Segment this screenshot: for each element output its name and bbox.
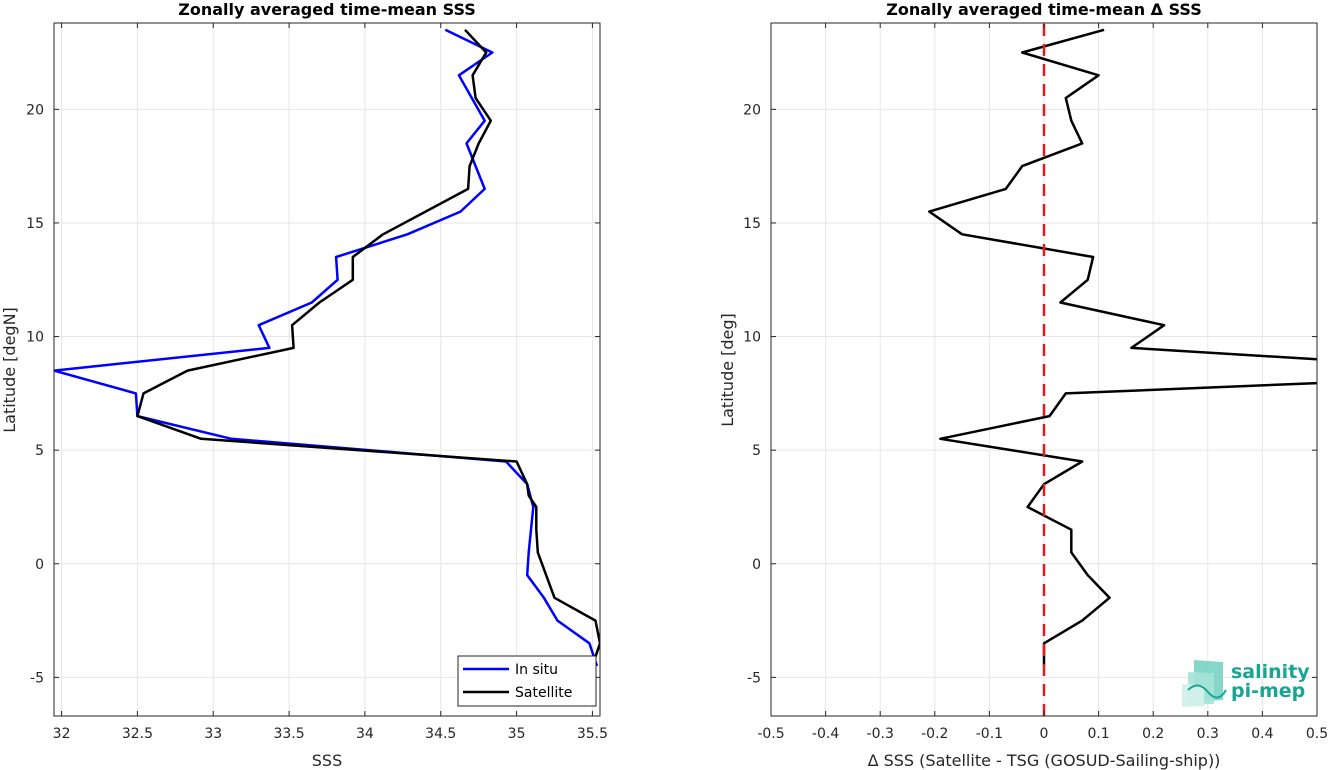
delta-x-tick-label: -0.1 <box>976 726 1003 742</box>
sss-x-tick-label: 32.5 <box>122 726 153 742</box>
sss-panel: 32 32.5 33 33.5 34 34.5 35 35.5 -5 0 5 10 15 20 Zonal… <box>0 0 608 770</box>
sss-x-tick-label: 35.5 <box>577 726 608 742</box>
sss-x-tick-label: 35 <box>508 726 526 742</box>
delta-y-tick-label: 20 <box>743 102 761 118</box>
delta-x-tick-label: 0.5 <box>1306 726 1328 742</box>
legend-label-in-situ: In situ <box>515 662 558 678</box>
legend-box <box>457 655 597 707</box>
delta-x-tick-label: 0.3 <box>1197 726 1219 742</box>
sss-plot-area <box>54 23 600 716</box>
delta-y-tick-label: 10 <box>743 330 761 346</box>
sss-y-tick-label: 0 <box>35 557 44 573</box>
logo-text-salinity: salinity <box>1231 661 1310 683</box>
delta-x-tick-label: 0.2 <box>1142 726 1164 742</box>
sss-x-tick-label: 33.5 <box>273 726 304 742</box>
delta-sss-panel: -0.5 -0.4 -0.3 -0.2 -0.1 0 0.1 0.2 0.3 0.4 0.5 -5 0 5… <box>718 0 1328 770</box>
sss-axes-box <box>53 22 601 717</box>
delta-x-tick-label: -0.5 <box>757 726 784 742</box>
sss-y-axis-label: Latitude [degN] <box>0 307 19 433</box>
sss-legend: In situ Satellite <box>457 655 597 707</box>
sss-x-tick-label: 34.5 <box>425 726 456 742</box>
salinity-pi-mep-logo: salinity pi-mep <box>1182 660 1310 707</box>
delta-x-tick-label: 0.4 <box>1251 726 1273 742</box>
sss-y-tick-label: 10 <box>26 330 44 346</box>
logo-text-pi-mep: pi-mep <box>1231 680 1305 702</box>
delta-x-tick-label: 0.1 <box>1087 726 1109 742</box>
delta-x-tick-label: -0.3 <box>867 726 894 742</box>
delta-y-axis-label: Latitude [deg] <box>718 313 737 427</box>
delta-title: Zonally averaged time-mean Δ SSS <box>886 0 1202 19</box>
sss-x-axis-label: SSS <box>312 751 342 770</box>
sss-x-tick-label: 34 <box>356 726 374 742</box>
delta-x-tick-label: -0.4 <box>812 726 839 742</box>
satellite-line <box>136 28 600 667</box>
sss-title: Zonally averaged time-mean SSS <box>178 0 476 19</box>
sss-y-tick-label: 5 <box>35 443 44 459</box>
delta-x-tick-label: 0 <box>1040 726 1049 742</box>
delta-x-axis-label: Δ SSS (Satellite - TSG (GOSUD-Sailing-sh… <box>868 751 1221 770</box>
sss-y-tick-label: 15 <box>26 216 44 232</box>
sss-y-tick-label: -5 <box>30 670 44 686</box>
delta-y-tick-label: 0 <box>752 557 761 573</box>
delta-sss-line <box>928 28 1317 666</box>
delta-x-tick-label: -0.2 <box>921 726 948 742</box>
sss-x-tick-label: 32 <box>53 726 71 742</box>
sss-x-tick-label: 33 <box>204 726 222 742</box>
delta-y-tick-label: 15 <box>743 216 761 232</box>
delta-y-tick-label: -5 <box>747 670 761 686</box>
legend-label-satellite: Satellite <box>515 685 572 701</box>
logo-wave-graphic <box>1182 660 1227 707</box>
delta-y-tick-label: 5 <box>752 443 761 459</box>
in-situ-line <box>54 28 599 667</box>
sss-y-tick-label: 20 <box>26 102 44 118</box>
